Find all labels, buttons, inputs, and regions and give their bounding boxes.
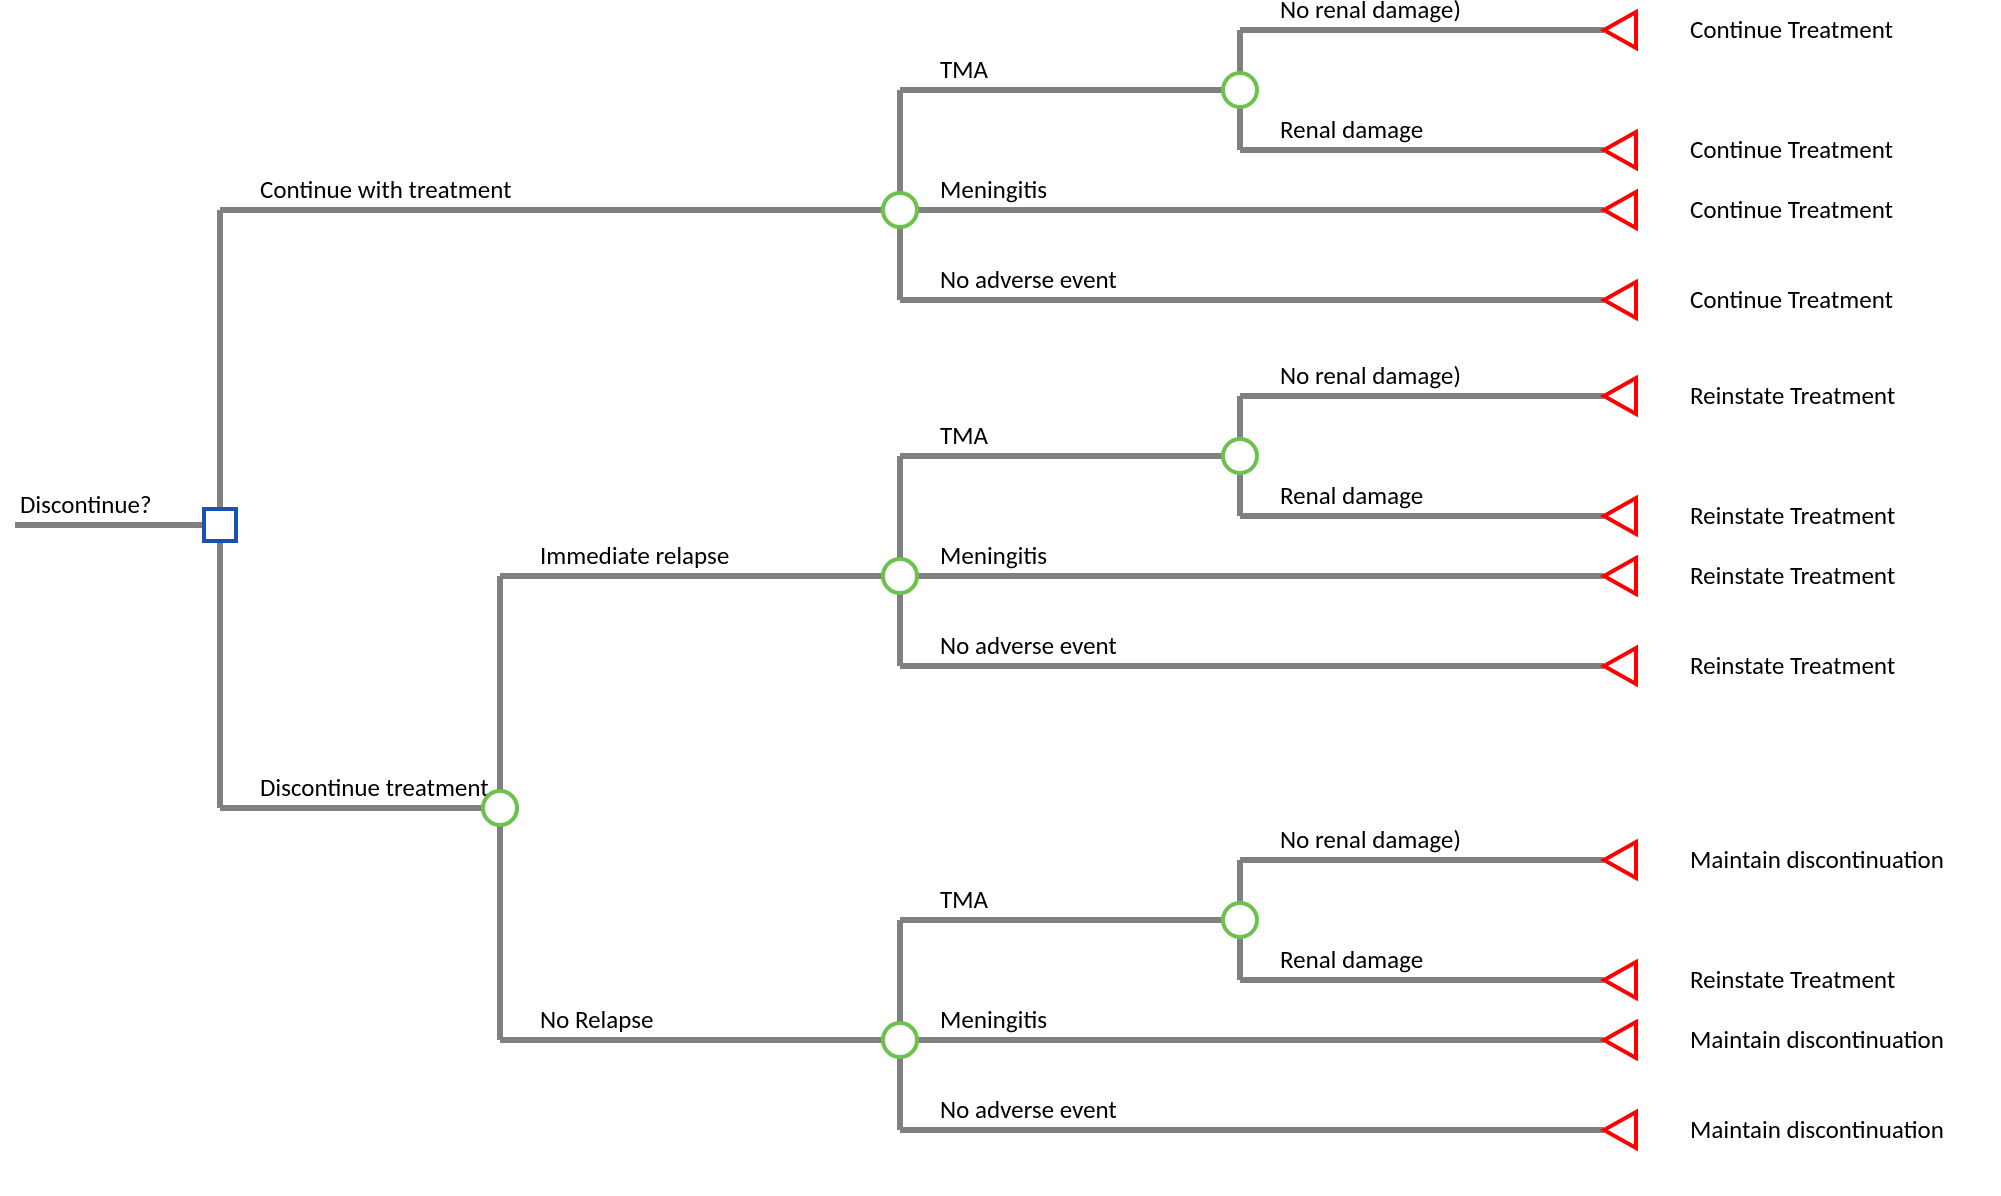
grp0-branch2-label: No adverse event bbox=[940, 264, 1117, 295]
grp1-branch0-sub1-outcome: Reinstate Treatment bbox=[1690, 500, 1895, 531]
chance-node bbox=[883, 1023, 917, 1057]
grp0-branch1-label: Meningitis bbox=[940, 174, 1047, 205]
chance-node bbox=[483, 791, 517, 825]
grp1-branch2-outcome: Reinstate Treatment bbox=[1690, 650, 1895, 681]
chance-node bbox=[1223, 73, 1257, 107]
grp1-branch1-outcome: Reinstate Treatment bbox=[1690, 560, 1895, 591]
chance-node bbox=[883, 559, 917, 593]
terminal-node bbox=[1604, 282, 1636, 318]
grp2-branch1-outcome: Maintain discontinuation bbox=[1690, 1024, 1944, 1055]
grp0-branch1-outcome: Continue Treatment bbox=[1690, 194, 1893, 225]
terminal-node bbox=[1604, 558, 1636, 594]
level2-label-immediate: Immediate relapse bbox=[540, 540, 729, 571]
level2-label-norelapse: No Relapse bbox=[540, 1004, 654, 1035]
grp1-branch2-label: No adverse event bbox=[940, 630, 1117, 661]
terminal-node bbox=[1604, 132, 1636, 168]
level1-label-continue: Continue with treatment bbox=[260, 174, 511, 205]
terminal-node bbox=[1604, 192, 1636, 228]
terminal-node bbox=[1604, 1112, 1636, 1148]
grp0-branch2-outcome: Continue Treatment bbox=[1690, 284, 1893, 315]
grp0-branch0-sub1-label: Renal damage bbox=[1280, 114, 1423, 145]
chance-node bbox=[1223, 903, 1257, 937]
chance-node bbox=[1223, 439, 1257, 473]
grp2-branch0-sub1-outcome: Reinstate Treatment bbox=[1690, 964, 1895, 995]
terminal-node bbox=[1604, 378, 1636, 414]
grp2-branch0-sub0-outcome: Maintain discontinuation bbox=[1690, 844, 1944, 875]
terminal-node bbox=[1604, 498, 1636, 534]
grp0-branch0-sub1-outcome: Continue Treatment bbox=[1690, 134, 1893, 165]
grp1-branch1-label: Meningitis bbox=[940, 540, 1047, 571]
level1-label-discontinue: Discontinue treatment bbox=[260, 772, 489, 803]
grp1-branch0-sub1-label: Renal damage bbox=[1280, 480, 1423, 511]
grp1-branch0-label: TMA bbox=[940, 420, 989, 451]
terminal-node bbox=[1604, 842, 1636, 878]
grp2-branch2-outcome: Maintain discontinuation bbox=[1690, 1114, 1944, 1145]
decision-tree-diagram: Discontinue? Continue with treatment Disco… bbox=[0, 0, 2001, 1196]
grp1-branch0-sub0-label: No renal damage) bbox=[1280, 360, 1461, 391]
terminal-node bbox=[1604, 12, 1636, 48]
terminal-node bbox=[1604, 1022, 1636, 1058]
grp0-branch0-sub0-label: No renal damage) bbox=[1280, 0, 1461, 25]
chance-node bbox=[883, 193, 917, 227]
grp2-branch0-sub0-label: No renal damage) bbox=[1280, 824, 1461, 855]
grp0-branch0-label: TMA bbox=[940, 54, 989, 85]
grp2-branch0-label: TMA bbox=[940, 884, 989, 915]
grp2-branch0-sub1-label: Renal damage bbox=[1280, 944, 1423, 975]
grp1-branch0-sub0-outcome: Reinstate Treatment bbox=[1690, 380, 1895, 411]
root-label: Discontinue? bbox=[20, 489, 152, 520]
grp2-branch1-label: Meningitis bbox=[940, 1004, 1047, 1035]
grp0-branch0-sub0-outcome: Continue Treatment bbox=[1690, 14, 1893, 45]
terminal-node bbox=[1604, 648, 1636, 684]
grp2-branch2-label: No adverse event bbox=[940, 1094, 1117, 1125]
terminal-node bbox=[1604, 962, 1636, 998]
decision-node bbox=[204, 509, 236, 541]
